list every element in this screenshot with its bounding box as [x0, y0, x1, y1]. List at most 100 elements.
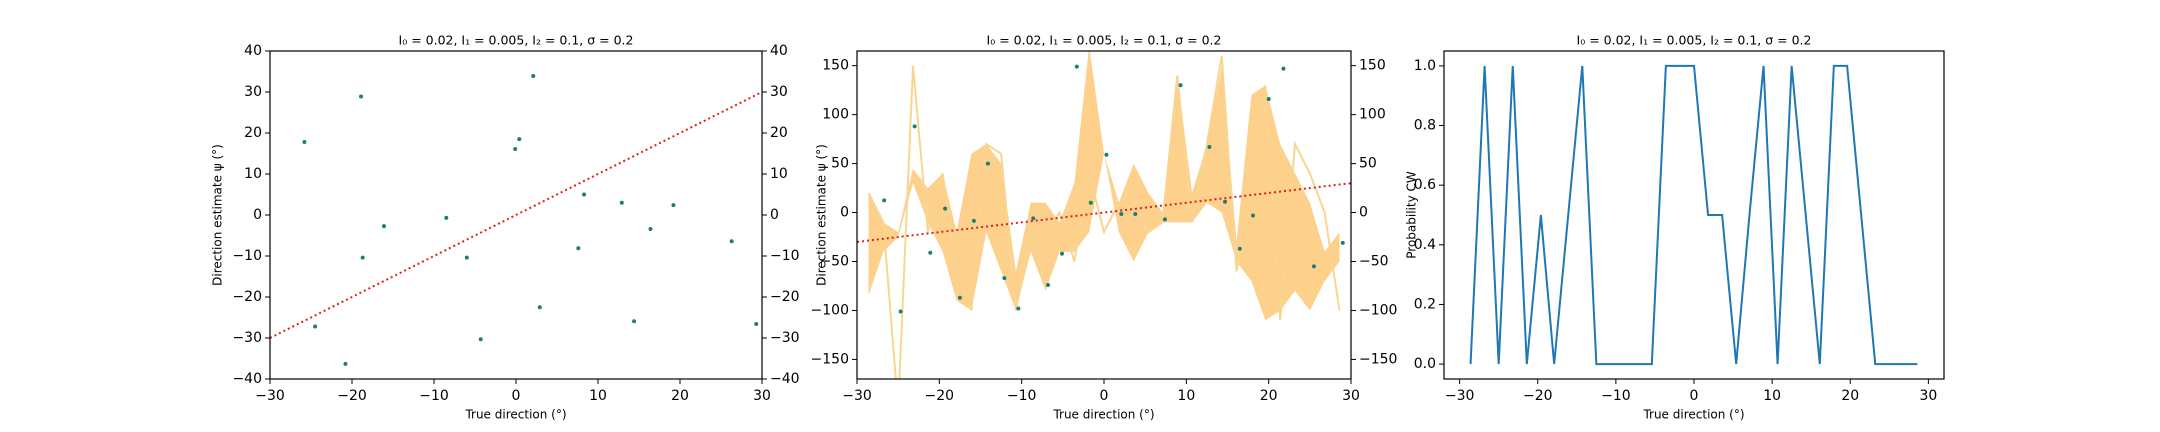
point: [1162, 217, 1167, 222]
plot-area: [1469, 64, 1918, 366]
point: [648, 226, 653, 231]
panel: −30 −20 −10 0 10 20 30−150−100−50050100150−150…: [811, 33, 1398, 422]
y-tick-label: −150: [811, 351, 849, 367]
point: [1133, 212, 1138, 217]
x-axis-label: True direction (°): [1642, 408, 1744, 422]
y-tick-label: 0: [253, 207, 262, 223]
point: [985, 161, 990, 166]
point: [1002, 276, 1007, 281]
y-axis-label: Direction estimate ψ (°): [211, 144, 225, 286]
line: [270, 91, 762, 339]
band: [868, 51, 1340, 321]
point: [582, 192, 587, 197]
x-tick-label: −20: [925, 388, 955, 404]
point: [360, 255, 365, 260]
y2-tick-label: −10: [770, 248, 800, 264]
point: [1178, 83, 1183, 88]
point: [1060, 251, 1065, 256]
y-tick-label: −50: [819, 254, 849, 270]
point: [531, 74, 536, 79]
point: [537, 305, 542, 310]
point: [754, 322, 759, 327]
point: [313, 324, 318, 329]
y2-tick-label: 20: [770, 125, 788, 141]
y2-tick-label: 0: [1359, 205, 1368, 221]
point: [478, 337, 483, 342]
point: [943, 206, 948, 211]
point: [1311, 264, 1316, 269]
point: [1281, 66, 1286, 71]
line: [1469, 64, 1918, 366]
x-tick-label: 0: [1100, 388, 1109, 404]
y2-tick-label: −150: [1359, 351, 1397, 367]
point: [1237, 246, 1242, 251]
y2-tick-label: 150: [1359, 58, 1386, 74]
y-tick-label: 1.0: [1414, 58, 1436, 74]
y-tick-label: −40: [232, 371, 262, 387]
plot-area: [857, 51, 1351, 379]
y2-tick-label: 40: [770, 43, 788, 59]
y2-tick-label: −100: [1359, 302, 1397, 318]
x-tick-label: 20: [1841, 388, 1859, 404]
point: [359, 94, 364, 99]
x-tick-label: −10: [1007, 388, 1037, 404]
y-tick-label: 150: [822, 58, 849, 74]
y-tick-label: 0.2: [1414, 296, 1436, 312]
y-tick-label: 30: [244, 84, 262, 100]
y2-tick-label: −30: [770, 330, 800, 346]
y2-tick-label: −40: [770, 371, 800, 387]
x-tick-label: 30: [753, 388, 771, 404]
point: [1251, 213, 1256, 218]
x-tick-label: 10: [1177, 388, 1195, 404]
point: [912, 124, 917, 129]
point: [1119, 212, 1124, 217]
x-tick-label: 20: [1260, 388, 1278, 404]
y-tick-label: 0.0: [1414, 356, 1436, 372]
point: [1207, 144, 1212, 149]
plot-area: [270, 74, 762, 366]
point: [671, 203, 676, 208]
y-tick-label: 10: [244, 166, 262, 182]
chart-title: I₀ = 0.02, I₁ = 0.005, I₂ = 0.1, σ = 0.2: [399, 33, 634, 48]
y-axis-label: Probability CW: [1405, 171, 1419, 259]
x-tick-label: 10: [1763, 388, 1781, 404]
point: [444, 215, 449, 220]
y-tick-label: 0.8: [1414, 118, 1436, 134]
point: [971, 218, 976, 223]
x-tick-label: 0: [512, 388, 521, 404]
x-tick-label: 30: [1342, 388, 1360, 404]
chart-title: I₀ = 0.02, I₁ = 0.005, I₂ = 0.1, σ = 0.2: [1577, 33, 1812, 48]
x-axis-label: True direction (°): [464, 408, 566, 422]
point: [1046, 283, 1051, 288]
y-axis-label: Direction estimate ψ (°): [815, 144, 829, 286]
panel: −30 −20 −10 0 10 20 30−40−30−20−10010203040−40…: [211, 33, 800, 422]
x-tick-label: −20: [1523, 388, 1553, 404]
point: [1223, 199, 1228, 204]
point: [1074, 64, 1079, 69]
point: [1266, 96, 1271, 101]
x-tick-label: −10: [419, 388, 449, 404]
y-tick-label: 20: [244, 125, 262, 141]
point: [343, 361, 348, 366]
y-tick-label: 40: [244, 43, 262, 59]
point: [1104, 152, 1109, 157]
line: [867, 55, 1341, 379]
y2-tick-label: 100: [1359, 107, 1386, 123]
y2-tick-label: 50: [1359, 156, 1377, 172]
y2-tick-label: −50: [1359, 254, 1389, 270]
point: [381, 224, 386, 229]
y-tick-label: 50: [831, 156, 849, 172]
x-tick-label: −30: [842, 388, 872, 404]
point: [619, 200, 624, 205]
x-tick-label: −30: [1445, 388, 1475, 404]
x-axis-label: True direction (°): [1052, 408, 1154, 422]
x-tick-label: −30: [255, 388, 285, 404]
point: [882, 198, 887, 203]
y2-tick-label: 10: [770, 166, 788, 182]
x-tick-label: −20: [337, 388, 367, 404]
y2-tick-label: 0: [770, 207, 779, 223]
point: [632, 319, 637, 324]
x-tick-label: −10: [1601, 388, 1631, 404]
x-tick-label: 30: [1919, 388, 1937, 404]
